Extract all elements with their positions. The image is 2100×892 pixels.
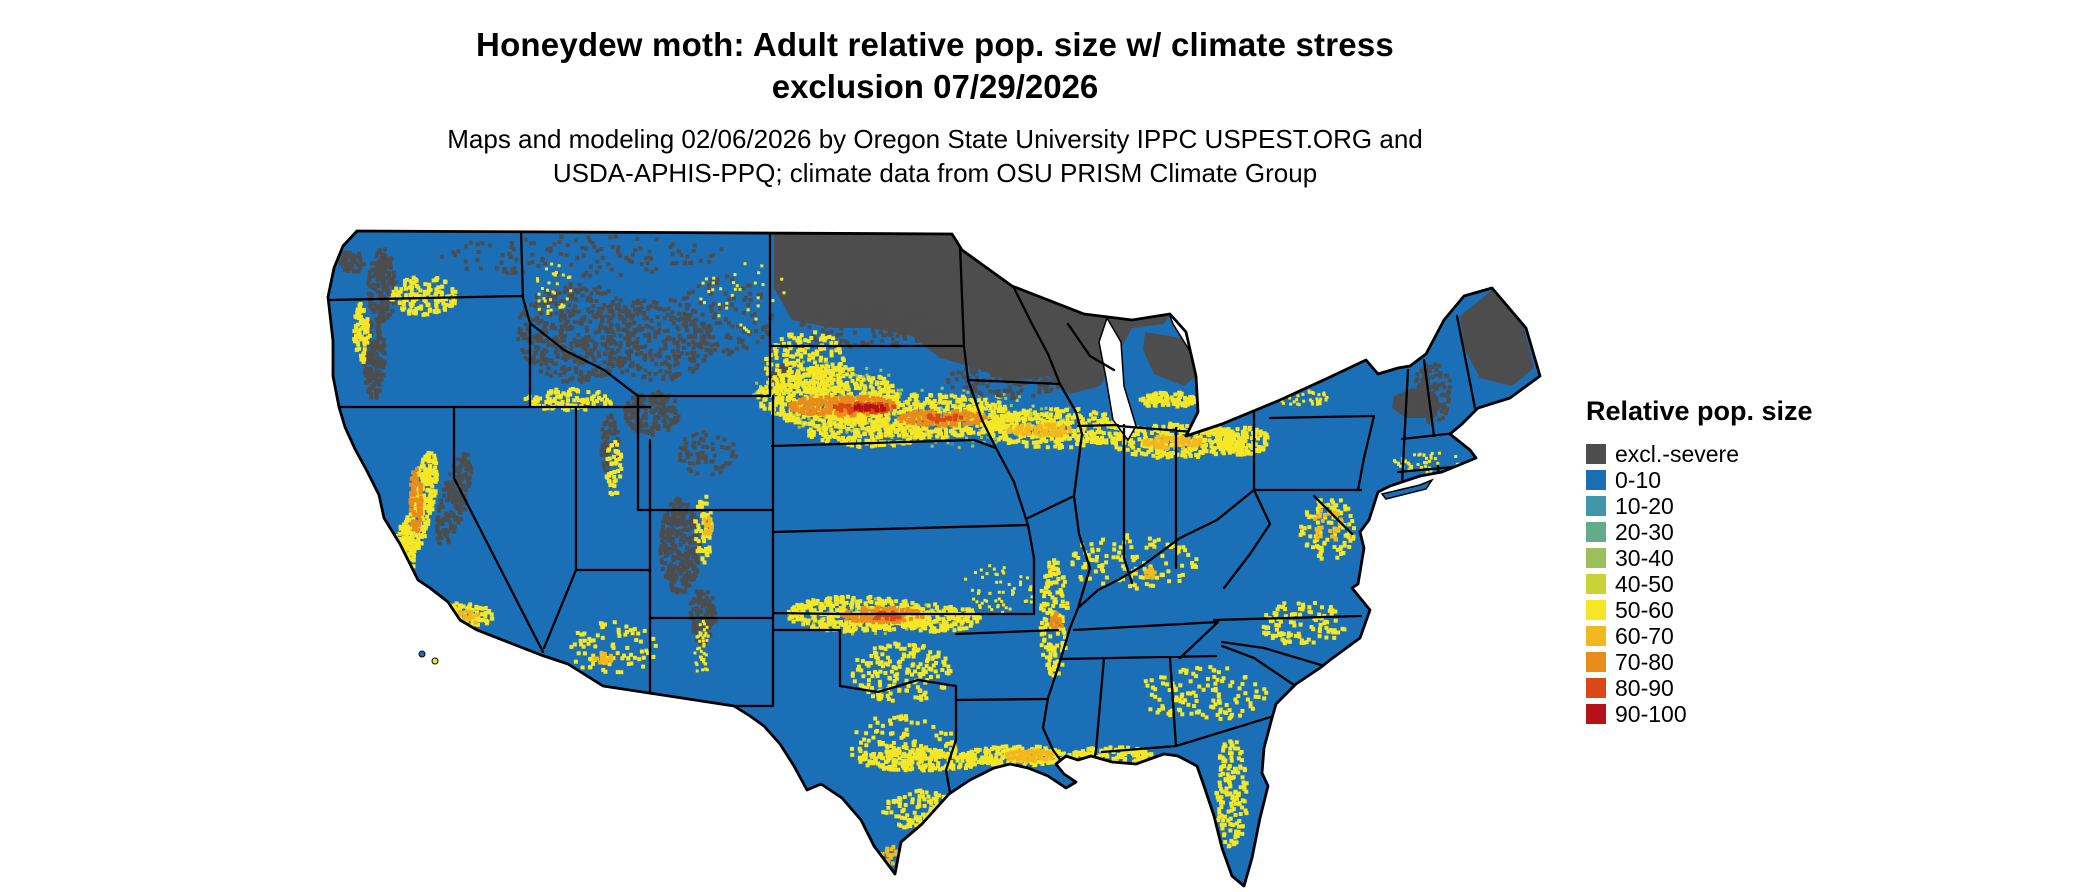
legend-item: 50-60	[1586, 597, 1813, 623]
legend-item: 30-40	[1586, 545, 1813, 571]
legend-item: 90-100	[1586, 701, 1813, 727]
legend: Relative pop. size excl.-severe 0-10 10-20…	[1586, 396, 1813, 727]
legend-swatch	[1586, 444, 1606, 464]
legend-swatch	[1586, 626, 1606, 646]
legend-item: 40-50	[1586, 571, 1813, 597]
us-map	[312, 228, 1545, 892]
legend-item: 80-90	[1586, 675, 1813, 701]
legend-label: 0-10	[1615, 467, 1662, 493]
legend-label: 70-80	[1615, 649, 1674, 675]
legend-items: excl.-severe 0-10 10-20 20-30 30-40 40-50 50-6…	[1586, 441, 1813, 727]
legend-swatch	[1586, 548, 1606, 568]
legend-swatch	[1586, 574, 1606, 594]
legend-swatch	[1586, 496, 1606, 516]
legend-label: excl.-severe	[1615, 441, 1739, 467]
figure-title-line1: Honeydew moth: Adult relative pop. size …	[476, 26, 1394, 63]
legend-swatch	[1586, 678, 1606, 698]
legend-swatch	[1586, 652, 1606, 672]
legend-label: 90-100	[1615, 701, 1687, 727]
legend-swatch	[1586, 522, 1606, 542]
legend-swatch	[1586, 470, 1606, 490]
legend-label: 40-50	[1615, 571, 1674, 597]
legend-label: 20-30	[1615, 519, 1674, 545]
figure-subtitle-line1: Maps and modeling 02/06/2026 by Oregon S…	[447, 124, 1423, 154]
us-map-svg	[326, 229, 1542, 888]
legend-swatch	[1586, 600, 1606, 620]
legend-label: 80-90	[1615, 675, 1674, 701]
legend-label: 30-40	[1615, 545, 1674, 571]
figure-subtitle-line2: USDA-APHIS-PPQ; climate data from OSU PR…	[552, 158, 1318, 188]
legend-label: 60-70	[1615, 623, 1674, 649]
legend-item: excl.-severe	[1586, 441, 1813, 467]
legend-label: 50-60	[1615, 597, 1674, 623]
legend-label: 10-20	[1615, 493, 1674, 519]
legend-title: Relative pop. size	[1586, 396, 1813, 426]
legend-item: 70-80	[1586, 649, 1813, 675]
legend-swatch	[1586, 704, 1606, 724]
figure-title-line2: exclusion 07/29/2026	[771, 68, 1099, 105]
legend-item: 0-10	[1586, 467, 1813, 493]
legend-item: 60-70	[1586, 623, 1813, 649]
legend-item: 10-20	[1586, 493, 1813, 519]
legend-item: 20-30	[1586, 519, 1813, 545]
